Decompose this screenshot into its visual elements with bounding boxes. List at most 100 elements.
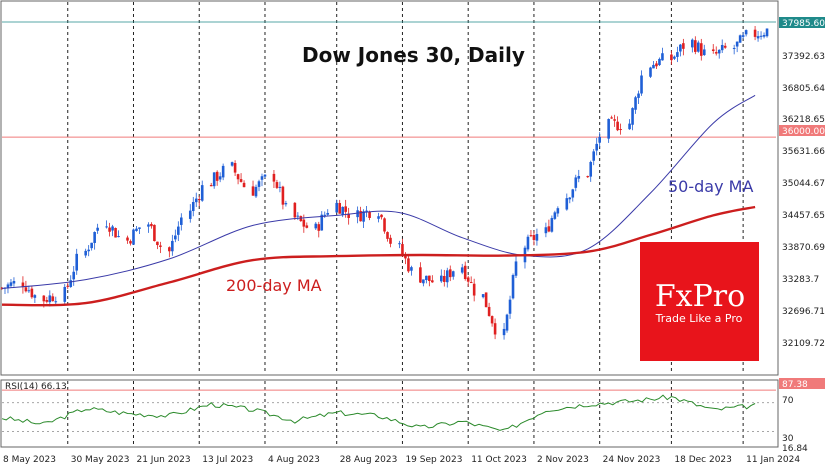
candle-body [487,306,491,316]
candle-body [670,54,673,61]
ma200-line [1,205,756,307]
candle-body [126,237,129,241]
candle-body [180,217,183,225]
candle-body [335,202,339,213]
candle-body [741,35,745,37]
y-tick: 34457.65 [782,211,825,221]
candle-body [697,42,700,52]
y-tick: 37392.63 [782,52,825,62]
candle-body [293,202,297,218]
candle-body [338,202,341,214]
candle-body [419,267,422,283]
rsi-tick-30: 30 [782,434,794,444]
candle-body [314,223,318,229]
candle-body [610,117,613,119]
candle-body [652,64,655,69]
candle-body [90,242,93,249]
y-tick: 36805.64 [782,84,825,94]
candle-body [428,275,431,281]
candle-body [589,161,593,177]
ma200-annotation: 200-day MA [226,276,322,295]
candle-body [317,224,321,231]
candle-body [135,228,138,231]
candle-body [571,189,575,198]
candle-body [460,267,464,273]
candle-body [383,218,386,232]
candle-body [171,240,174,252]
candle-body [717,49,721,54]
level-tag: 36000.00 [782,127,825,137]
candle-body [490,316,494,324]
candle-body [753,29,757,37]
candle-body [63,286,67,302]
candle-body [284,203,288,205]
x-tick: 30 May 2023 [71,455,130,465]
candle-body [586,176,590,178]
candle-body [445,270,449,283]
candle-body [574,177,578,188]
candle-body [254,186,258,197]
candle-body [380,214,383,218]
candle-body [676,52,679,57]
candle-body [744,30,748,35]
candle-body [679,44,682,52]
candle-body [344,206,347,212]
rsi-overbought-tag-box [779,378,825,389]
candle-body [550,218,554,232]
candle-body [404,255,407,259]
candle-body [153,224,156,242]
price-tag: 37985.60 [782,19,825,29]
x-tick: 18 Dec 2023 [674,455,732,465]
candle-body [511,275,515,299]
candle-body [114,227,117,238]
candle-body [472,283,476,296]
candle-body [655,63,658,67]
horizontal-levels [2,21,776,432]
candle-body [607,119,610,139]
candle-body [634,97,637,110]
candle-body [493,323,497,335]
candle-body [281,186,285,205]
y-tick: 33283.7 [782,275,819,285]
candle-body [105,226,108,228]
candle-body [732,47,736,49]
candle-body [673,56,676,59]
candle-body [556,208,560,214]
rsi-overbought-tag: 87.38 [782,380,808,390]
candle-body [631,108,634,125]
candle-body [72,271,76,280]
candle-body [194,198,198,203]
candle-body [93,231,96,243]
candle-body [6,284,10,288]
candle-body [69,280,73,287]
candle-body [209,185,213,187]
chart-title: Dow Jones 30, Daily [302,43,525,67]
x-axis-ticks: 8 May 2023 30 May 2023 21 Jun 2023 13 Jul 2… [3,455,800,465]
candle-body [218,176,222,180]
candle-body [535,234,539,241]
candle-body [54,301,58,303]
candle-body [159,245,162,247]
level-tag-box [779,125,825,136]
y-tick: 33870.69 [782,243,825,253]
candle-body [230,162,234,166]
logo-box [640,242,759,361]
candle-body [613,119,616,121]
candle-body [147,224,150,227]
candle-body [451,271,455,277]
candle-body [431,280,434,283]
candle-body [200,185,204,201]
candle-body [568,197,572,200]
candle-body [469,282,473,284]
candle-body [691,39,694,48]
candle-body [526,236,530,250]
candle-body [377,216,380,219]
candle-body [362,211,365,222]
candle-body [544,227,548,234]
candle-body [278,186,282,188]
candle-body [756,36,760,39]
candle-body [765,28,769,37]
candle-body [714,52,718,54]
x-tick: 11 Jan 2024 [746,455,800,465]
candle-body [422,279,425,284]
